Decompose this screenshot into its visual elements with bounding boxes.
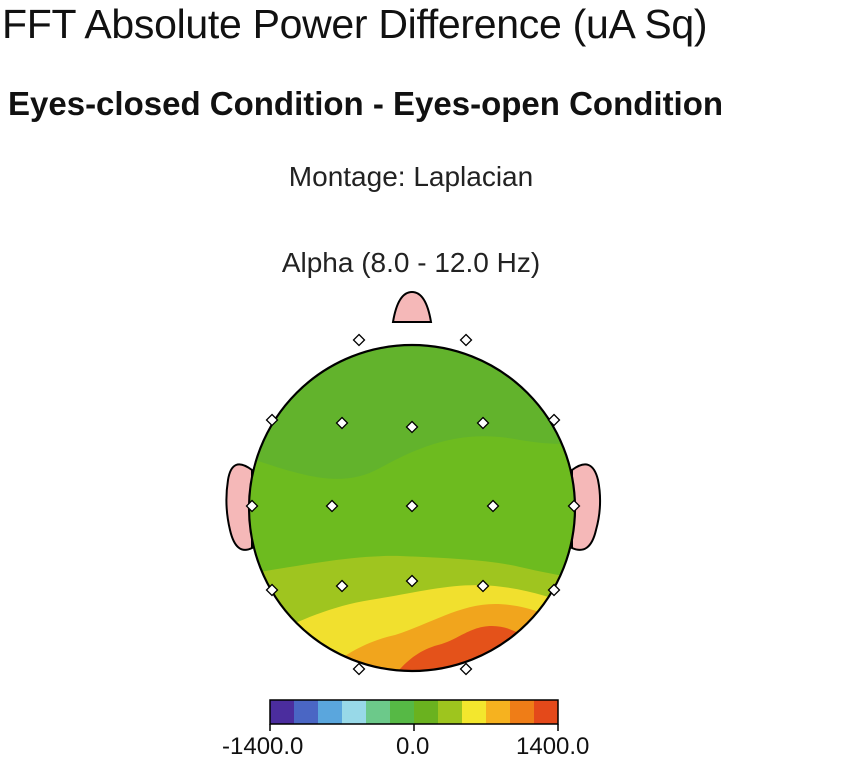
colorbar-segment (438, 700, 463, 724)
colorbar-segment (342, 700, 367, 724)
electrode-marker (461, 335, 472, 346)
colorbar-segment (270, 700, 295, 724)
nose (393, 292, 431, 322)
colorbar-segment (534, 700, 559, 724)
colorbar-segment (486, 700, 511, 724)
colorbar-max-label: 1400.0 (516, 732, 589, 762)
colorbar-min-label: -1400.0 (222, 732, 303, 762)
colorbar (270, 700, 559, 724)
colorbar-mid-label: 0.0 (396, 732, 429, 762)
colorbar-segment (390, 700, 415, 724)
head-map-fill (240, 330, 590, 690)
colorbar-segment (294, 700, 319, 724)
electrode-marker (461, 664, 472, 675)
colorbar-segment (510, 700, 535, 724)
colorbar-segment (318, 700, 343, 724)
colorbar-segment (366, 700, 391, 724)
electrode-marker (354, 664, 365, 675)
colorbar-segment (462, 700, 487, 724)
electrode-marker (354, 335, 365, 346)
colorbar-segment (414, 700, 439, 724)
